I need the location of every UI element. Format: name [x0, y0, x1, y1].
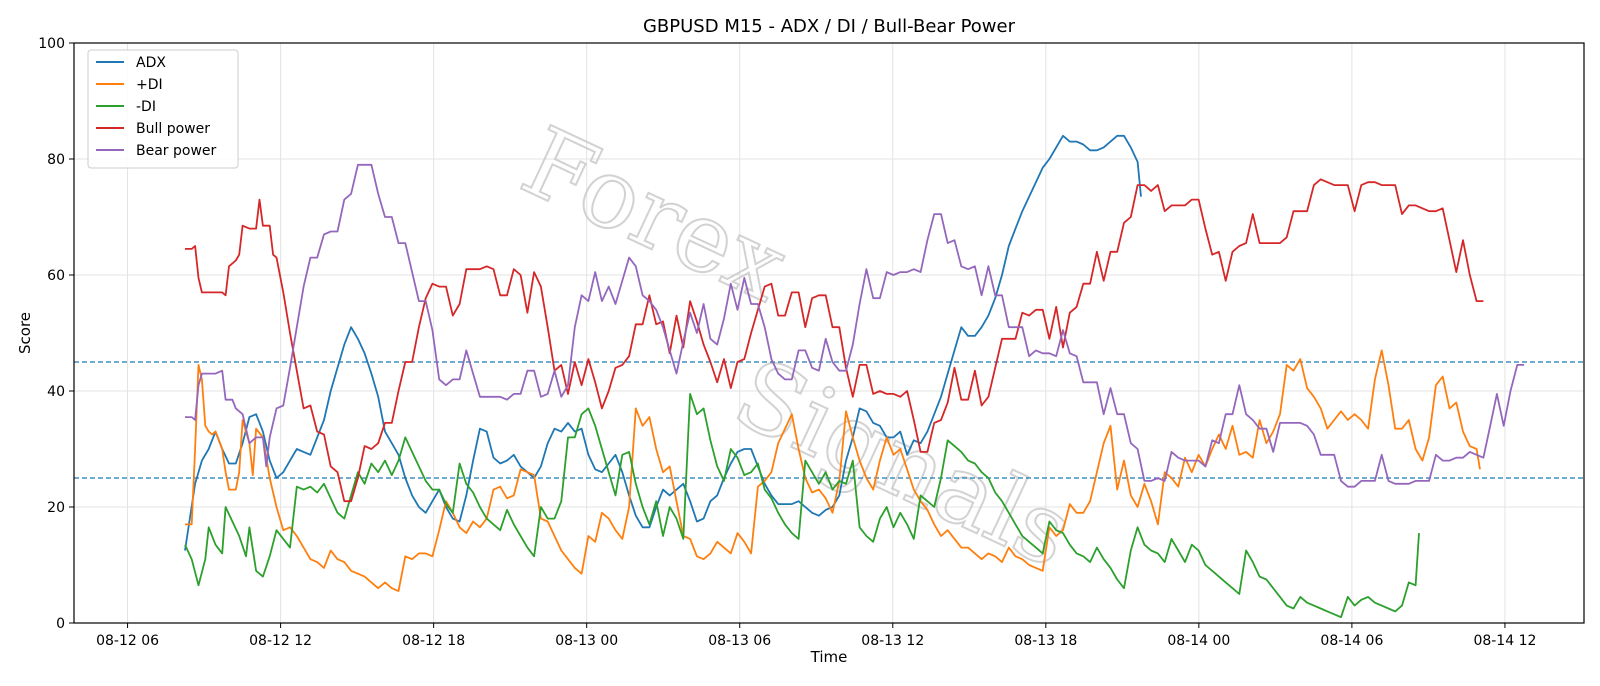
x-tick-label: 08-12 18	[402, 633, 465, 649]
x-tick-label: 08-14 00	[1167, 633, 1230, 649]
x-axis: 08-12 06 08-12 12 08-12 18 08-13 00 08-13 06…	[96, 623, 1536, 649]
x-tick-label: 08-14 06	[1320, 633, 1383, 649]
legend-label: -DI	[136, 99, 156, 115]
series-line-bull-power	[185, 178, 1484, 503]
reference-lines	[74, 361, 1584, 479]
y-axis: 0 20 40 60 80 100	[38, 36, 74, 632]
legend: ADX +DI -DI Bull power Bear power	[87, 49, 239, 169]
series-line--di	[185, 349, 1481, 592]
y-tick-label: 100	[38, 36, 65, 52]
y-axis-label: Score	[16, 312, 34, 354]
y-tick-label: 0	[56, 616, 65, 632]
series-layer	[184, 134, 1525, 619]
x-axis-label: Time	[810, 648, 848, 666]
series-line-bear-power	[185, 163, 1525, 488]
y-tick-label: 20	[47, 500, 65, 516]
plot-frame	[73, 42, 1585, 624]
legend-box	[87, 49, 239, 169]
legend-label: Bear power	[136, 143, 217, 159]
x-tick-label: 08-13 06	[708, 633, 771, 649]
chart-title: GBPUSD M15 - ADX / DI / Bull-Bear Power	[643, 16, 1016, 37]
series-line-adx	[184, 134, 1142, 551]
legend-label: ADX	[136, 55, 166, 71]
x-tick-label: 08-13 18	[1014, 633, 1077, 649]
x-tick-label: 08-14 12	[1473, 633, 1536, 649]
x-tick-label: 08-12 12	[249, 633, 312, 649]
legend-label: +DI	[136, 77, 163, 93]
x-tick-label: 08-13 00	[555, 633, 618, 649]
x-tick-label: 08-12 06	[96, 633, 159, 649]
y-tick-label: 80	[47, 152, 65, 168]
y-tick-label: 60	[47, 268, 65, 284]
grid	[74, 42, 1584, 624]
x-tick-label: 08-13 12	[861, 633, 924, 649]
legend-label: Bull power	[136, 121, 210, 137]
series-line--di	[184, 392, 1420, 619]
svg-text:Forex: Forex	[507, 105, 804, 323]
y-tick-label: 40	[47, 384, 65, 400]
